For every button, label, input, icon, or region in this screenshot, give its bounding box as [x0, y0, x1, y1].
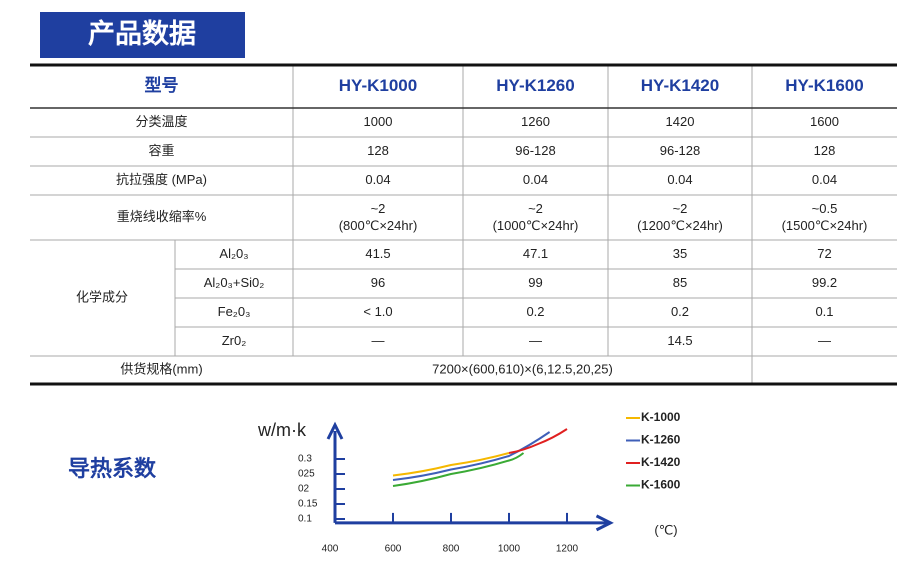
- cell: ~2: [673, 201, 688, 216]
- cell: 14.5: [667, 333, 692, 348]
- cell: ~2: [528, 201, 543, 216]
- column-header: HY-K1000: [339, 76, 417, 95]
- legend-label: K-1000: [641, 410, 681, 424]
- cell: ~2: [371, 201, 386, 216]
- cell: 72: [817, 246, 831, 261]
- cell: —: [818, 333, 831, 348]
- legend-label: K-1420: [641, 455, 681, 469]
- cell: 96: [371, 275, 385, 290]
- cell: (1200℃×24hr): [637, 218, 723, 233]
- cell: 128: [814, 143, 836, 158]
- series-line: [392, 431, 551, 481]
- cell: 41.5: [365, 246, 390, 261]
- cell: 35: [673, 246, 687, 261]
- column-header: 型号: [145, 75, 179, 95]
- cell: 1600: [810, 114, 839, 129]
- column-header: HY-K1600: [785, 76, 863, 95]
- cell: < 1.0: [363, 304, 392, 319]
- row-label: 供货规格(mm): [120, 361, 202, 376]
- cell: 0.04: [667, 172, 692, 187]
- title-box: [40, 12, 245, 58]
- y-tick-label: 025: [298, 469, 315, 480]
- cell: 0.04: [523, 172, 548, 187]
- cell: (1500℃×24hr): [782, 218, 868, 233]
- cell: 7200×(600,610)×(6,12.5,20,25): [432, 361, 613, 376]
- x-tick-label: 800: [443, 544, 460, 555]
- series-line: [508, 428, 568, 454]
- cell: 0.04: [812, 172, 837, 187]
- cell: 1260: [521, 114, 550, 129]
- series-line: [392, 452, 525, 487]
- series-line: [392, 452, 510, 477]
- page-title: 产品数据: [88, 19, 196, 49]
- thermal-label: 导热系数: [68, 456, 157, 481]
- y-tick-label: 0.1: [298, 514, 312, 525]
- chem-label: Zr0₂: [222, 333, 247, 348]
- cell: 128: [367, 143, 389, 158]
- cell: (800℃×24hr): [339, 218, 418, 233]
- chem-label: Fe₂0₃: [218, 304, 251, 319]
- row-label: 分类温度: [135, 114, 187, 129]
- legend-label: K-1260: [641, 433, 681, 447]
- y-tick-label: 0.3: [298, 454, 312, 465]
- cell: 47.1: [523, 246, 548, 261]
- cell: —: [372, 333, 385, 348]
- y-axis-arrow: [326, 421, 344, 440]
- cell: 99: [528, 275, 542, 290]
- y-tick-label: 0.15: [298, 499, 318, 510]
- cell: 99.2: [812, 275, 837, 290]
- x-axis-arrow: [595, 514, 614, 532]
- column-header: HY-K1260: [496, 76, 574, 95]
- y-tick-label: 02: [298, 484, 310, 495]
- chem-label: Al₂0₃: [219, 246, 248, 261]
- cell: ~0.5: [812, 201, 838, 216]
- cell: 85: [673, 275, 687, 290]
- x-axis-label: (℃): [654, 522, 677, 537]
- cell: 96-128: [515, 143, 555, 158]
- x-tick-label: 1000: [498, 544, 521, 555]
- legend-label: K-1600: [641, 478, 681, 492]
- cell: (1000℃×24hr): [493, 218, 579, 233]
- row-label: 化学成分: [76, 289, 128, 304]
- row-label: 重烧线收缩率%: [117, 209, 207, 224]
- cell: 0.1: [815, 304, 833, 319]
- cell: 96-128: [660, 143, 700, 158]
- cell: —: [529, 333, 542, 348]
- row-label: 抗拉强度 (MPa): [116, 172, 207, 187]
- x-tick-label: 600: [385, 544, 402, 555]
- y-axis-label: w/m·k: [257, 420, 307, 440]
- cell: 0.2: [671, 304, 689, 319]
- column-header: HY-K1420: [641, 76, 719, 95]
- x-tick-label: 1200: [556, 544, 579, 555]
- cell: 1000: [364, 114, 393, 129]
- chem-label: Al₂0₃+Si0₂: [204, 275, 265, 290]
- cell: 0.04: [365, 172, 390, 187]
- cell: 1420: [666, 114, 695, 129]
- row-label: 容重: [148, 143, 174, 158]
- cell: 0.2: [526, 304, 544, 319]
- x-tick-label: 400: [322, 544, 339, 555]
